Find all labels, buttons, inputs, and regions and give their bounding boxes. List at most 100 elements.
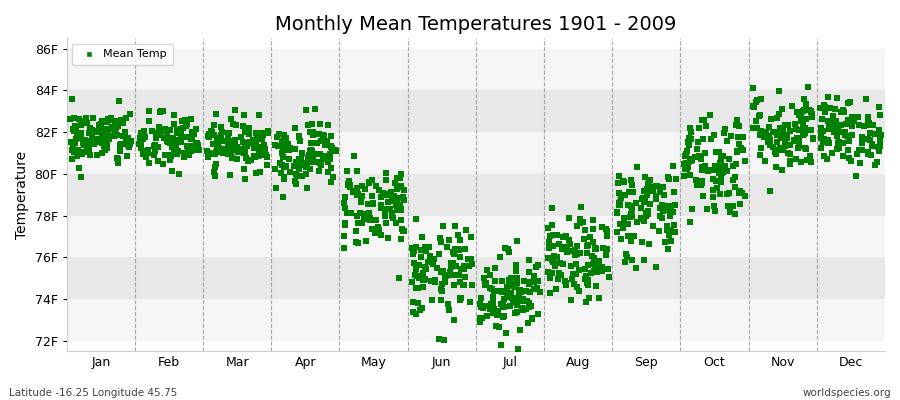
Point	[100, 118, 114, 125]
Point	[72, 115, 86, 122]
Point	[843, 158, 858, 164]
Point	[729, 149, 743, 155]
Point	[483, 284, 498, 291]
Y-axis label: Temperature: Temperature	[15, 151, 29, 239]
Point	[510, 280, 525, 286]
Point	[316, 132, 330, 138]
Point	[288, 178, 302, 185]
Point	[863, 122, 878, 128]
Point	[453, 297, 467, 304]
Point	[100, 140, 114, 146]
Point	[180, 133, 194, 140]
Point	[184, 116, 198, 123]
Point	[639, 213, 653, 220]
Point	[725, 177, 740, 183]
Point	[324, 144, 338, 150]
Point	[818, 109, 832, 116]
Point	[233, 146, 248, 153]
Point	[667, 222, 681, 228]
Point	[618, 192, 633, 198]
Point	[210, 146, 224, 152]
Point	[761, 124, 776, 130]
Point	[642, 178, 656, 185]
Point	[438, 279, 453, 285]
Point	[228, 137, 242, 143]
Point	[630, 218, 644, 225]
Point	[289, 158, 303, 165]
Point	[847, 116, 861, 122]
Point	[599, 228, 614, 234]
Point	[836, 107, 850, 113]
Point	[363, 214, 377, 221]
Point	[644, 183, 658, 190]
Point	[668, 202, 682, 208]
Point	[653, 205, 668, 212]
Point	[728, 211, 742, 218]
Point	[641, 211, 655, 217]
Point	[190, 140, 204, 146]
Point	[71, 165, 86, 171]
Point	[174, 136, 188, 142]
Point	[660, 227, 674, 233]
Point	[386, 215, 400, 221]
Point	[452, 272, 466, 278]
Point	[572, 220, 587, 226]
Point	[629, 200, 643, 207]
Point	[324, 143, 338, 150]
Point	[444, 262, 458, 268]
Point	[433, 235, 447, 241]
Point	[591, 262, 606, 268]
Point	[139, 134, 153, 140]
Point	[251, 153, 266, 159]
Point	[495, 314, 509, 320]
Point	[580, 250, 594, 256]
Point	[183, 146, 197, 153]
Point	[289, 180, 303, 187]
Point	[477, 275, 491, 281]
Point	[681, 139, 696, 146]
Point	[461, 256, 475, 262]
Point	[393, 207, 408, 213]
Point	[654, 215, 669, 221]
Point	[67, 115, 81, 122]
Point	[76, 151, 90, 157]
Point	[412, 275, 427, 281]
Point	[301, 155, 315, 161]
Point	[395, 226, 410, 232]
Point	[286, 163, 301, 169]
Point	[111, 160, 125, 166]
Point	[107, 133, 122, 140]
Point	[260, 154, 274, 160]
Point	[174, 126, 188, 133]
Point	[774, 147, 788, 153]
Point	[162, 152, 176, 158]
Point	[412, 275, 427, 282]
Point	[502, 303, 517, 309]
Point	[415, 233, 429, 240]
Point	[704, 167, 718, 174]
Point	[428, 279, 443, 286]
Point	[77, 142, 92, 148]
Point	[655, 205, 670, 211]
Point	[580, 282, 595, 288]
Point	[625, 257, 639, 264]
Point	[313, 160, 328, 167]
Point	[141, 118, 156, 125]
Point	[544, 222, 559, 229]
Point	[832, 139, 846, 145]
Point	[522, 288, 536, 295]
Point	[588, 245, 602, 252]
Point	[750, 125, 764, 131]
Point	[522, 256, 536, 263]
Point	[377, 210, 392, 217]
Point	[122, 144, 137, 150]
Point	[392, 202, 407, 208]
Point	[406, 260, 420, 266]
Point	[636, 199, 651, 206]
Point	[734, 145, 748, 152]
Point	[338, 222, 353, 228]
Point	[343, 184, 357, 190]
Point	[451, 246, 465, 252]
Point	[624, 177, 638, 183]
Point	[842, 121, 856, 128]
